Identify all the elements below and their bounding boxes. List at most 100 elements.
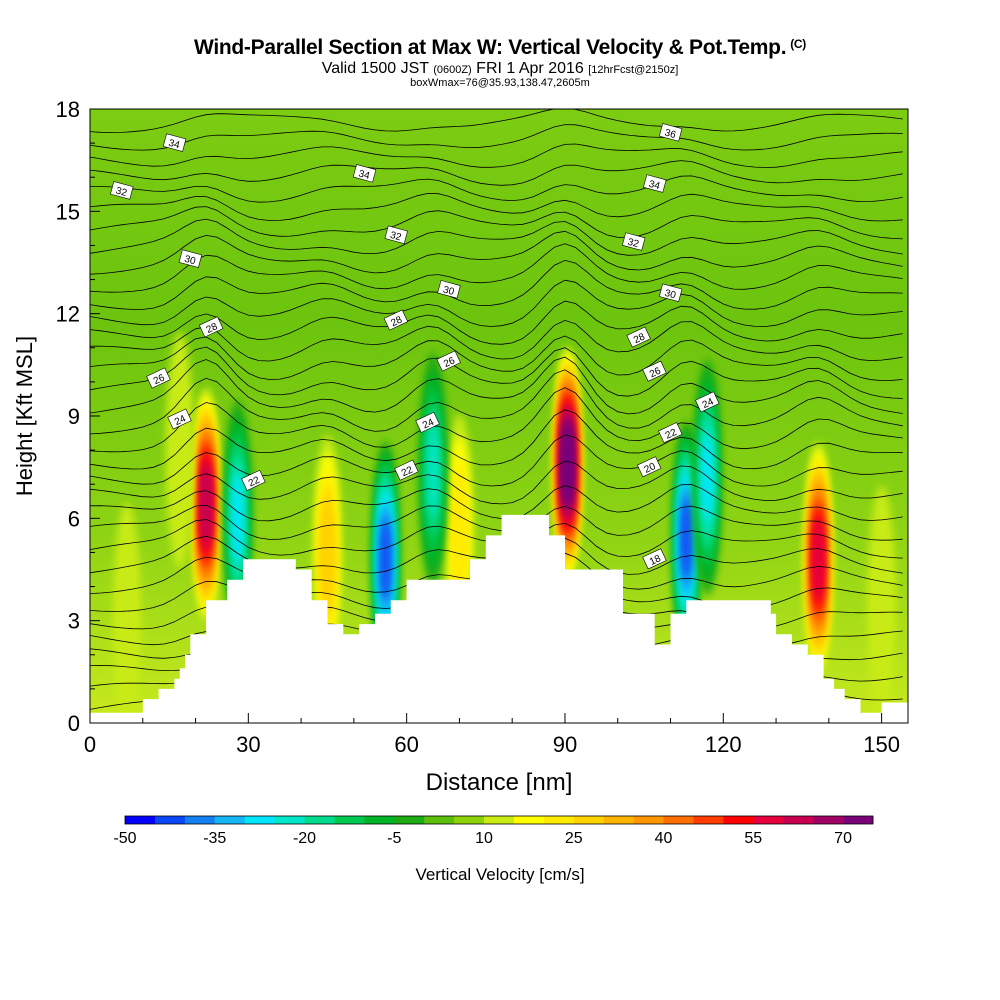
svg-text:28: 28 xyxy=(389,314,404,329)
colorbar-swatch xyxy=(693,816,724,824)
updraft-cell xyxy=(322,506,333,599)
forecast-date: FRI 1 Apr 2016 xyxy=(476,60,584,77)
theta-label: 36 xyxy=(658,123,683,142)
theta-contour xyxy=(90,259,903,310)
colorbar-label: Vertical Velocity [cm/s] xyxy=(415,865,584,884)
downdraft-cell xyxy=(682,500,691,577)
y-axis: 0 3 6 9 12 15 18 xyxy=(56,97,100,736)
downdraft-cell xyxy=(381,521,390,598)
chart-subtitle: Valid 1500 JST (0600Z) FRI 1 Apr 2016 [1… xyxy=(0,60,1000,78)
theta-contour xyxy=(90,160,903,186)
downdraft-cell xyxy=(232,475,243,562)
chart-title-suffix: (C) xyxy=(790,37,806,51)
theta-contour xyxy=(90,319,903,362)
theta-contour xyxy=(90,300,903,345)
colorbar-swatch xyxy=(274,816,305,824)
svg-text:22: 22 xyxy=(247,475,262,490)
y-tick-label: 3 xyxy=(68,609,80,634)
theta-label: 26 xyxy=(146,367,171,389)
updraft-cell xyxy=(453,481,466,583)
colorbar-swatch xyxy=(603,816,634,824)
theta-contour xyxy=(90,124,903,151)
x-axis-label: Distance [nm] xyxy=(426,769,573,796)
svg-text:30: 30 xyxy=(442,284,456,298)
theta-label: 34 xyxy=(352,164,377,183)
y-tick-label: 0 xyxy=(68,711,80,736)
theta-label: 26 xyxy=(642,360,667,382)
x-axis: 0 30 60 90 120 150 xyxy=(84,713,900,757)
svg-text:22: 22 xyxy=(400,464,415,479)
x-tick-label: 30 xyxy=(236,732,260,757)
updraft-cell xyxy=(814,523,823,596)
y-tick-label: 6 xyxy=(68,506,80,531)
svg-text:26: 26 xyxy=(442,355,457,370)
theta-contour xyxy=(90,434,903,487)
colorbar-swatch xyxy=(394,816,425,824)
colorbar-frame xyxy=(124,815,874,825)
theta-contour xyxy=(90,504,903,541)
svg-text:36: 36 xyxy=(663,128,677,142)
y-tick-label: 18 xyxy=(56,97,80,122)
colorbar-swatch xyxy=(723,816,754,824)
colorbar-tick-label: -20 xyxy=(293,830,316,847)
plot-area: 34 32 34 36 34 32 32 30 30 30 28 28 28 26 26 26 24 24 24 22… xyxy=(89,108,909,724)
colorbar-swatch xyxy=(154,816,186,824)
theta-contour xyxy=(90,460,903,505)
downdraft-cell xyxy=(427,424,439,517)
valid-time: Valid 1500 JST xyxy=(321,60,429,77)
colorbar-swatch xyxy=(304,816,335,824)
svg-text:30: 30 xyxy=(663,288,677,302)
theta-label: 32 xyxy=(110,181,134,200)
theta-contour xyxy=(90,175,903,203)
colorbar-swatch xyxy=(633,816,664,824)
theta-label: 22 xyxy=(394,459,419,481)
theta-contour xyxy=(90,484,903,522)
theta-label: 34 xyxy=(162,133,187,152)
colorbar-swatch xyxy=(364,816,395,824)
svg-text:26: 26 xyxy=(152,372,167,387)
colorbar-swatch xyxy=(753,816,784,824)
y-tick-label: 15 xyxy=(56,199,80,224)
updraft-cell xyxy=(118,547,136,694)
colorbar-tick-label: 55 xyxy=(744,830,762,847)
theta-label: 20 xyxy=(636,456,662,478)
svg-text:24: 24 xyxy=(173,413,188,428)
theta-label: 32 xyxy=(384,225,408,244)
svg-text:24: 24 xyxy=(421,417,436,432)
colorbar-swatch xyxy=(573,816,605,824)
svg-text:32: 32 xyxy=(626,237,640,251)
box-info: boxWmax=76@35.93,138.47,2605m xyxy=(410,77,590,89)
theta-label: 24 xyxy=(695,391,720,413)
theta-contour xyxy=(90,230,903,275)
forecast-run: [12hrFcst@2150z] xyxy=(588,64,679,76)
svg-text:32: 32 xyxy=(389,230,403,244)
theta-label: 22 xyxy=(658,422,683,444)
theta-label: 24 xyxy=(415,411,440,433)
colorbar-tick-label: 10 xyxy=(475,830,493,847)
updraft-cell xyxy=(563,429,572,498)
colorbar-swatch xyxy=(484,816,515,824)
updraft-cell xyxy=(202,469,211,541)
x-tick-label: 90 xyxy=(553,732,577,757)
theta-contour xyxy=(90,218,903,256)
svg-text:34: 34 xyxy=(647,179,661,193)
theta-labels: 34 32 34 36 34 32 32 30 30 30 28 28 28 26 26 26 24 24 24 22… xyxy=(110,123,720,570)
updraft-cell xyxy=(873,530,891,677)
theta-label: 22 xyxy=(241,469,266,491)
theta-contour xyxy=(90,409,903,470)
theta-contour xyxy=(90,346,903,399)
x-tick-label: 120 xyxy=(705,732,742,757)
colorbar-swatch xyxy=(663,816,694,824)
colorbar-tick-label: 70 xyxy=(834,830,852,847)
svg-text:30: 30 xyxy=(183,254,197,268)
theta-contour xyxy=(90,143,903,168)
theta-label: 28 xyxy=(383,309,409,331)
colorbar-swatch xyxy=(244,816,275,824)
chart-title-text: Wind-Parallel Section at Max W: Vertical… xyxy=(194,36,787,59)
downdraft-cell xyxy=(702,434,713,521)
theta-contour xyxy=(90,369,903,435)
svg-text:28: 28 xyxy=(205,321,220,336)
colorbar-tick-label: 40 xyxy=(655,830,673,847)
svg-text:34: 34 xyxy=(167,138,181,152)
